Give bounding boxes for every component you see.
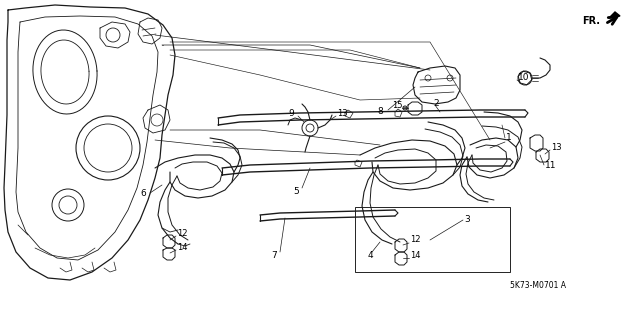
Text: 11: 11 xyxy=(545,161,557,170)
Text: 12: 12 xyxy=(410,235,420,244)
Text: 13: 13 xyxy=(551,144,562,152)
Polygon shape xyxy=(609,12,620,18)
Text: 9: 9 xyxy=(288,109,294,118)
Text: 6: 6 xyxy=(140,189,146,197)
Text: 14: 14 xyxy=(410,250,420,259)
Text: 1: 1 xyxy=(506,133,512,143)
Text: 14: 14 xyxy=(177,243,188,253)
Text: 7: 7 xyxy=(271,250,277,259)
Text: 13: 13 xyxy=(337,108,348,117)
Text: 5: 5 xyxy=(293,187,299,196)
Text: FR.: FR. xyxy=(582,16,600,26)
Bar xyxy=(355,207,510,272)
Text: 4: 4 xyxy=(368,250,374,259)
Text: 2: 2 xyxy=(433,99,438,108)
Text: 5K73-M0701 A: 5K73-M0701 A xyxy=(510,280,566,290)
Text: 15: 15 xyxy=(392,100,403,109)
Text: 3: 3 xyxy=(464,216,470,225)
Text: 10: 10 xyxy=(518,72,529,81)
Text: 8: 8 xyxy=(377,108,383,116)
Text: 12: 12 xyxy=(177,228,188,238)
